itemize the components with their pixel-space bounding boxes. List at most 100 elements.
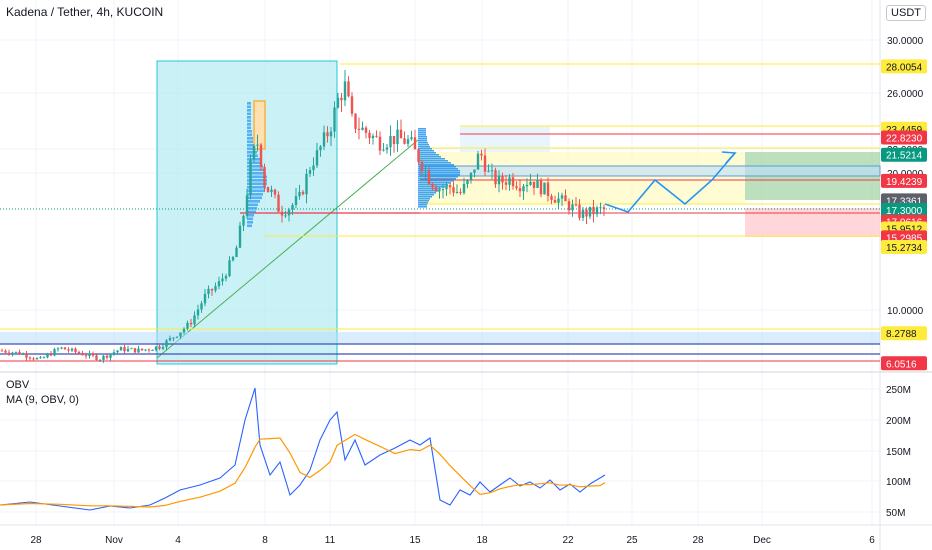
candle-body xyxy=(242,215,245,226)
candle-body xyxy=(581,209,585,218)
volume-profile-bar xyxy=(418,136,427,138)
candle-body xyxy=(403,138,406,144)
candle-body xyxy=(361,127,364,130)
candle-body xyxy=(74,348,77,353)
price-tag-label: 8.2788 xyxy=(886,329,917,340)
candle-body xyxy=(130,348,133,350)
candle-body xyxy=(490,170,494,172)
candle-body xyxy=(462,184,466,193)
price-tag xyxy=(881,356,927,371)
candle-body xyxy=(483,155,487,172)
candle-body xyxy=(298,191,301,197)
candle-body xyxy=(32,358,35,360)
candle-body xyxy=(588,206,592,217)
volume-profile-bar xyxy=(247,224,252,228)
candle-body xyxy=(438,190,441,192)
volume-profile-bar xyxy=(418,196,432,198)
volume-profile-bar xyxy=(418,172,460,174)
candles xyxy=(0,70,606,363)
candle-body xyxy=(301,191,305,195)
candle-body xyxy=(322,132,326,147)
volume-profile-bar xyxy=(418,138,427,140)
volume-profile-bar xyxy=(418,206,427,208)
volume-profile-bar xyxy=(247,105,251,109)
candle-body xyxy=(88,353,91,356)
candle-body xyxy=(105,355,109,358)
candle-body xyxy=(480,153,483,156)
volume-profile-bar xyxy=(418,154,439,156)
candle-body xyxy=(123,347,126,352)
candle-body xyxy=(165,340,168,348)
obv-tick-label: 50M xyxy=(886,508,905,519)
volume-profile-bar xyxy=(247,179,267,182)
candle-body xyxy=(25,353,28,358)
candle-body xyxy=(599,207,602,209)
candle-body xyxy=(151,349,154,351)
volume-profile-bar xyxy=(418,142,428,144)
candle-body xyxy=(364,127,368,133)
candle-body xyxy=(252,145,256,160)
candle-body xyxy=(228,260,231,277)
price-tag-label: 23.4459 xyxy=(886,125,923,136)
candle-body xyxy=(4,350,7,353)
price-tag-label: 19.4239 xyxy=(886,177,923,188)
candle-body xyxy=(441,189,445,191)
time-tick-label: Dec xyxy=(753,535,771,546)
symbol-title[interactable]: Kadena / Tether, 4h, KUCOIN xyxy=(6,5,164,19)
candle-body xyxy=(294,196,298,205)
candle-body xyxy=(553,199,557,203)
candle-body xyxy=(504,182,508,185)
stop-zone xyxy=(745,208,880,237)
candle-body xyxy=(273,189,277,195)
candle-body xyxy=(420,161,424,171)
candle-body xyxy=(77,352,81,354)
candle-body xyxy=(210,288,214,291)
volume-profile-bar xyxy=(247,165,263,168)
candle-body xyxy=(109,353,112,358)
time-tick-label: Nov xyxy=(105,535,123,546)
candle-body xyxy=(396,129,399,145)
candle-body xyxy=(95,355,98,360)
obv-tick-label: 250M xyxy=(886,385,911,396)
price-tag-label: 15.9512 xyxy=(886,224,923,235)
candle-body xyxy=(382,149,385,151)
candle-body xyxy=(410,137,413,140)
candle-body xyxy=(91,353,95,356)
candle-body xyxy=(578,204,581,218)
volume-profile-bar xyxy=(418,156,441,158)
candle-body xyxy=(154,346,158,350)
candle-body xyxy=(392,136,396,145)
obv-label: OBV xyxy=(6,379,30,391)
candle-body xyxy=(602,207,606,210)
candle-body xyxy=(312,165,315,171)
currency-button[interactable]: USDT xyxy=(886,5,926,21)
candle-body xyxy=(389,136,392,148)
candle-body xyxy=(427,170,431,184)
candle-body xyxy=(375,135,378,137)
candle-body xyxy=(235,247,238,257)
candle-body xyxy=(595,207,599,215)
support-band xyxy=(0,332,880,344)
candle-body xyxy=(574,204,578,206)
candle-body xyxy=(347,81,350,97)
candle-body xyxy=(270,189,273,193)
candle-body xyxy=(67,349,70,351)
price-tag xyxy=(881,173,927,188)
volume-profile-bar xyxy=(418,166,456,168)
candle-body xyxy=(18,351,21,355)
candle-body xyxy=(399,129,403,139)
candle-body xyxy=(385,147,389,150)
candle-body xyxy=(557,198,560,203)
volume-profile-bar xyxy=(247,221,253,224)
price-tag-label: 28.0054 xyxy=(886,62,923,73)
candle-body xyxy=(476,153,480,170)
candle-body xyxy=(525,184,529,187)
candle-body xyxy=(305,173,308,195)
candle-body xyxy=(336,97,340,108)
candle-body xyxy=(7,352,11,354)
candle-body xyxy=(53,349,56,356)
price-tag-label: 17.3000 xyxy=(886,206,923,217)
volume-profile-bar xyxy=(418,170,460,172)
candle-body xyxy=(14,351,18,353)
